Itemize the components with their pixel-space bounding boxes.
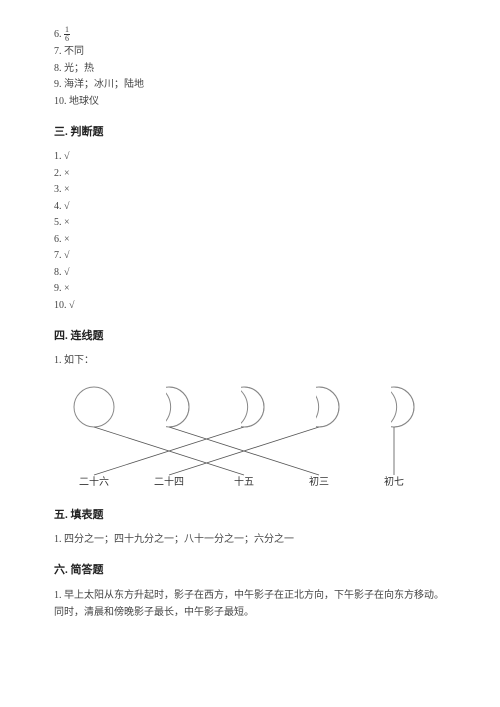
fill-answer-item: 10. 地球仪 (54, 94, 446, 110)
judge-item: 3. × (54, 182, 446, 198)
fraction-den: 6 (64, 35, 70, 43)
answer-num: 9. (54, 79, 62, 90)
answer-text: 不同 (64, 46, 84, 57)
answer-num: 10. (54, 96, 67, 107)
answer-text: 海洋；冰川；陆地 (64, 79, 144, 90)
fill-table-list: 1. 四分之一；四十九分之一；八十一分之一；六分之一 (54, 532, 446, 548)
svg-text:初三: 初三 (309, 475, 329, 487)
fill-table-item: 1. 四分之一；四十九分之一；八十一分之一；六分之一 (54, 532, 446, 548)
fill-answers-1: 6. 1 6 7. 不同 8. 光；热 9. 海洋；冰川；陆地 10. 地球仪 (54, 26, 446, 109)
answer-text: 四分之一；四十九分之一；八十一分之一；六分之一 (64, 534, 294, 545)
judge-item: 2. × (54, 166, 446, 182)
section-4-heading: 四. 连线题 (54, 327, 446, 343)
answer-num: 1. (54, 534, 62, 545)
fill-answer-item: 6. 1 6 (54, 26, 446, 43)
fill-answer-item: 7. 不同 (54, 44, 446, 60)
judge-list: 1. √2. ×3. ×4. √5. ×6. ×7. √8. √9. ×10. … (54, 149, 446, 313)
short-answer-item: 1. 早上太阳从东方升起时，影子在西方，中午影子在正北方向，下午影子在向东方移动… (54, 587, 446, 621)
section-5-heading: 五. 填表题 (54, 506, 446, 522)
svg-text:二十六: 二十六 (79, 475, 109, 487)
judge-item: 9. × (54, 281, 446, 297)
fill-answer-item: 8. 光；热 (54, 61, 446, 77)
section-6-heading: 六. 简答题 (54, 561, 446, 577)
moon-diagram-svg: 二十六 二十四 十五 初三 初七 (54, 377, 434, 487)
answer-num: 7. (54, 46, 62, 57)
short-answer-list: 1. 早上太阳从东方升起时，影子在西方，中午影子在正北方向，下午影子在向东方移动… (54, 587, 446, 621)
section-3-heading: 三. 判断题 (54, 123, 446, 139)
judge-item: 7. √ (54, 248, 446, 264)
answer-text: 光；热 (64, 63, 94, 74)
judge-item: 10. √ (54, 298, 446, 314)
moon-matching-diagram: 二十六 二十四 十五 初三 初七 (54, 377, 446, 492)
fraction: 1 6 (64, 26, 70, 43)
answer-num: 6. (54, 29, 62, 40)
answer-num: 1. (54, 590, 62, 601)
svg-text:二十四: 二十四 (154, 475, 184, 487)
svg-text:十五: 十五 (234, 475, 254, 487)
answer-text: 地球仪 (69, 96, 99, 107)
judge-item: 5. × (54, 215, 446, 231)
svg-text:初七: 初七 (384, 475, 404, 487)
answer-text: 早上太阳从东方升起时，影子在西方，中午影子在正北方向，下午影子在向东方移动。同时… (54, 590, 444, 618)
matching-intro: 1. 如下： (54, 353, 446, 369)
judge-item: 4. √ (54, 199, 446, 215)
judge-item: 6. × (54, 232, 446, 248)
judge-item: 1. √ (54, 149, 446, 165)
fill-answer-item: 9. 海洋；冰川；陆地 (54, 77, 446, 93)
judge-item: 8. √ (54, 265, 446, 281)
answer-num: 8. (54, 63, 62, 74)
